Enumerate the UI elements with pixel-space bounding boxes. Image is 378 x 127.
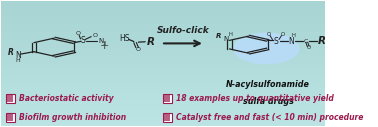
FancyBboxPatch shape — [7, 114, 13, 121]
FancyBboxPatch shape — [163, 113, 172, 122]
Text: N: N — [288, 37, 294, 45]
Text: Biofilm growth inhibition: Biofilm growth inhibition — [19, 113, 125, 122]
Text: S: S — [80, 36, 85, 45]
Text: R: R — [318, 36, 325, 46]
Text: O: O — [92, 33, 97, 38]
Text: N-acylsulfonamide: N-acylsulfonamide — [226, 80, 310, 89]
Text: 3: 3 — [103, 41, 106, 46]
Text: R: R — [147, 37, 155, 46]
Ellipse shape — [234, 33, 299, 64]
Text: Catalyst free and fast (< 10 min) procedure: Catalyst free and fast (< 10 min) proced… — [176, 113, 363, 122]
Text: Bacteriostatic activity: Bacteriostatic activity — [19, 94, 113, 103]
Text: N: N — [98, 38, 103, 44]
Text: C: C — [304, 38, 308, 44]
Text: O: O — [135, 47, 140, 52]
Text: 18 examples up to quantitative yield: 18 examples up to quantitative yield — [176, 94, 333, 103]
Text: N: N — [15, 51, 21, 60]
FancyBboxPatch shape — [6, 94, 15, 103]
Text: H: H — [15, 58, 20, 63]
Text: +: + — [100, 41, 109, 51]
Text: O: O — [307, 45, 311, 50]
Text: S: S — [273, 37, 278, 45]
Text: O: O — [76, 31, 81, 36]
Text: O: O — [281, 32, 285, 37]
FancyBboxPatch shape — [164, 114, 170, 121]
Text: HS: HS — [119, 34, 129, 43]
Text: sulfa drugs: sulfa drugs — [243, 97, 293, 106]
Text: N: N — [223, 36, 228, 42]
Text: H: H — [229, 32, 233, 37]
FancyBboxPatch shape — [7, 95, 13, 102]
Text: Sulfo-click: Sulfo-click — [156, 26, 209, 35]
FancyBboxPatch shape — [6, 113, 15, 122]
Text: H: H — [292, 33, 296, 38]
Text: R: R — [216, 33, 222, 39]
Text: R: R — [7, 48, 13, 57]
Text: O: O — [266, 32, 271, 37]
FancyBboxPatch shape — [163, 94, 172, 103]
FancyBboxPatch shape — [164, 95, 170, 102]
